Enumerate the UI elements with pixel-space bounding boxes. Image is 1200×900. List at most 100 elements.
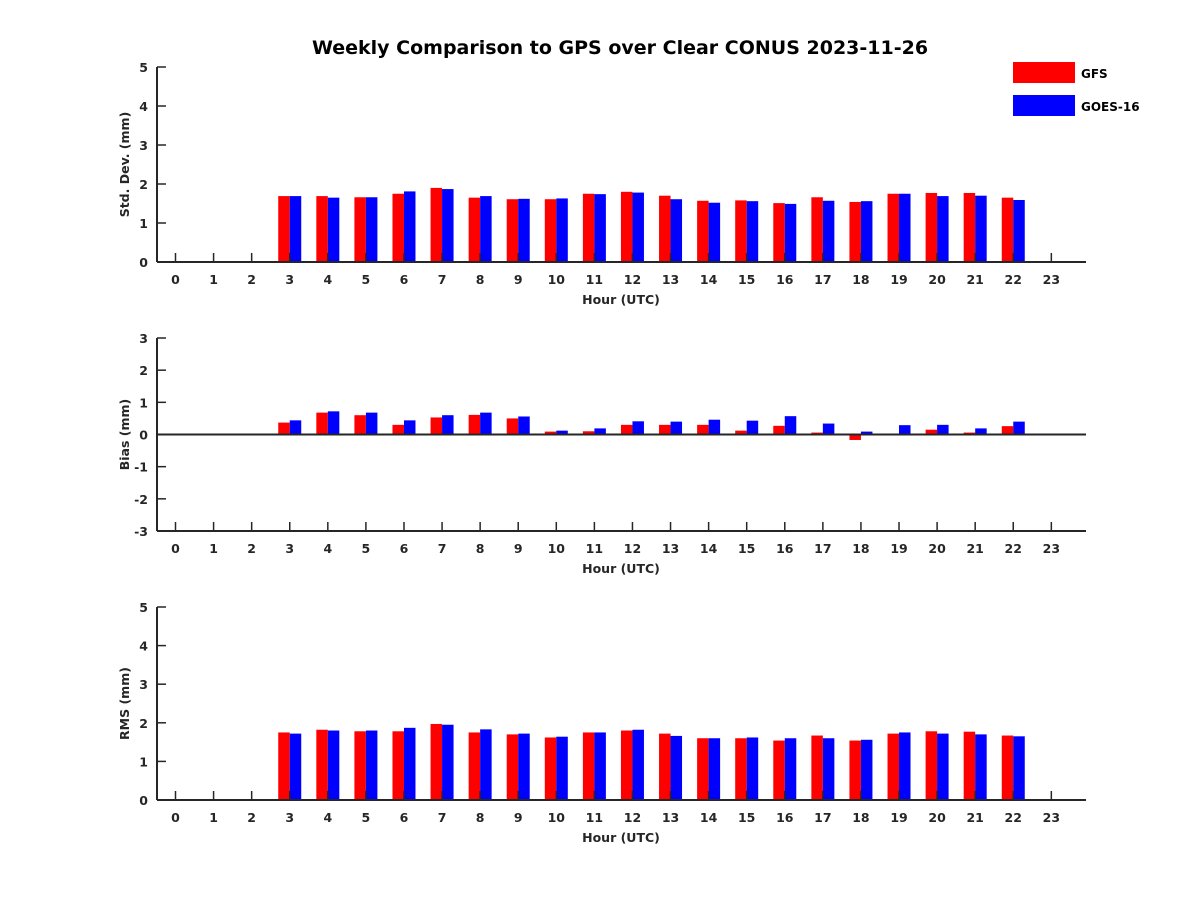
bar-rms-gfs-14 <box>697 738 709 800</box>
x-tick-label-rms-11: 11 <box>586 810 603 825</box>
x-tick-label-rms-23: 23 <box>1043 810 1060 825</box>
bar-bias-goes16-8 <box>480 412 492 435</box>
bar-bias-gfs-10 <box>544 431 557 435</box>
x-tick-label-bias-15: 15 <box>738 541 755 556</box>
x-tick-label-rms-6: 6 <box>400 810 409 825</box>
bar-std-dev-gfs-11 <box>582 193 595 262</box>
bar-std-dev-gfs-12 <box>620 191 633 262</box>
x-tick-label-std-dev-9: 9 <box>514 272 523 287</box>
y-tick-label-std-dev-1: 1 <box>139 216 148 231</box>
bar-rms-goes16-17 <box>822 738 835 800</box>
x-tick-label-rms-17: 17 <box>814 810 831 825</box>
x-tick-label-bias-16: 16 <box>776 541 794 556</box>
x-tick-label-std-dev-0: 0 <box>171 272 180 287</box>
bar-rms-gfs-16 <box>773 740 785 800</box>
y-tick-label-std-dev-0: 0 <box>139 255 148 270</box>
bar-bias-goes16-5 <box>365 412 378 435</box>
bar-rms-goes16-9 <box>518 733 530 800</box>
bar-std-dev-gfs-21 <box>963 192 976 262</box>
x-tick-label-rms-13: 13 <box>662 810 679 825</box>
bar-bias-gfs-11 <box>582 431 595 435</box>
x-tick-label-bias-1: 1 <box>209 541 218 556</box>
bar-rms-gfs-15 <box>735 738 747 800</box>
x-tick-label-rms-14: 14 <box>700 810 718 825</box>
bar-std-dev-goes16-3 <box>289 196 302 262</box>
bar-std-dev-gfs-10 <box>544 199 557 262</box>
bar-rms-gfs-5 <box>354 731 366 800</box>
y-tick-label-bias-1: -2 <box>134 492 148 507</box>
bar-std-dev-goes16-12 <box>632 192 644 262</box>
bar-std-dev-gfs-19 <box>887 193 900 262</box>
bar-rms-gfs-22 <box>1001 735 1014 800</box>
bar-rms-goes16-7 <box>442 724 454 800</box>
bar-bias-goes16-7 <box>442 415 454 435</box>
bar-rms-goes16-16 <box>784 738 797 800</box>
bar-std-dev-gfs-3 <box>278 196 290 262</box>
x-tick-label-bias-21: 21 <box>966 541 983 556</box>
bar-bias-goes16-10 <box>556 430 568 435</box>
x-tick-label-std-dev-19: 19 <box>890 272 907 287</box>
x-tick-label-std-dev-15: 15 <box>738 272 755 287</box>
bar-rms-goes16-19 <box>899 732 911 800</box>
bar-bias-gfs-8 <box>468 414 481 435</box>
x-tick-label-bias-19: 19 <box>890 541 907 556</box>
x-tick-label-std-dev-5: 5 <box>362 272 371 287</box>
x-tick-label-rms-19: 19 <box>890 810 907 825</box>
y-tick-label-rms-4: 4 <box>139 639 148 654</box>
x-tick-label-std-dev-10: 10 <box>548 272 566 287</box>
bar-bias-goes16-14 <box>708 419 721 435</box>
x-tick-label-rms-16: 16 <box>776 810 794 825</box>
y-axis-label-bias: Bias (mm) <box>117 399 132 471</box>
bar-std-dev-goes16-21 <box>975 195 987 262</box>
x-tick-label-rms-15: 15 <box>738 810 755 825</box>
x-axis-label-bias: Hour (UTC) <box>582 561 660 576</box>
y-tick-label-rms-5: 5 <box>139 600 148 615</box>
bar-rms-gfs-18 <box>849 740 861 800</box>
x-tick-label-bias-22: 22 <box>1005 541 1022 556</box>
y-tick-label-bias-5: 2 <box>139 363 148 378</box>
bar-std-dev-gfs-8 <box>468 197 481 262</box>
x-tick-label-std-dev-20: 20 <box>928 272 946 287</box>
x-tick-label-rms-4: 4 <box>323 810 332 825</box>
bar-std-dev-goes16-5 <box>365 197 378 262</box>
bar-std-dev-gfs-7 <box>430 187 443 262</box>
bar-std-dev-goes16-18 <box>860 201 873 262</box>
bar-rms-gfs-12 <box>620 730 633 800</box>
y-tick-label-std-dev-3: 3 <box>139 138 148 153</box>
bar-rms-goes16-14 <box>708 738 721 800</box>
bar-std-dev-goes16-17 <box>822 200 835 262</box>
x-tick-label-std-dev-8: 8 <box>476 272 485 287</box>
x-tick-label-bias-10: 10 <box>548 541 566 556</box>
x-tick-label-std-dev-11: 11 <box>586 272 603 287</box>
x-tick-label-std-dev-14: 14 <box>700 272 718 287</box>
x-tick-label-bias-5: 5 <box>362 541 371 556</box>
bar-bias-gfs-4 <box>316 412 328 435</box>
bar-std-dev-gfs-5 <box>354 197 366 262</box>
x-tick-label-bias-9: 9 <box>514 541 523 556</box>
y-tick-label-bias-2: -1 <box>134 460 148 475</box>
x-tick-label-bias-18: 18 <box>852 541 869 556</box>
x-tick-label-rms-8: 8 <box>476 810 485 825</box>
bar-bias-goes16-16 <box>784 416 797 435</box>
bar-std-dev-goes16-7 <box>442 189 454 262</box>
bar-bias-goes16-15 <box>746 420 759 435</box>
x-tick-label-rms-3: 3 <box>285 810 294 825</box>
x-tick-label-rms-12: 12 <box>624 810 641 825</box>
bar-rms-gfs-9 <box>506 734 519 800</box>
x-axis-label-rms: Hour (UTC) <box>582 830 660 845</box>
x-tick-label-bias-14: 14 <box>700 541 718 556</box>
y-tick-label-rms-1: 1 <box>139 754 148 769</box>
bar-bias-gfs-5 <box>354 415 366 435</box>
bar-std-dev-goes16-13 <box>670 199 683 262</box>
bar-std-dev-gfs-17 <box>811 197 823 262</box>
bar-rms-goes16-20 <box>937 733 949 800</box>
bar-bias-gfs-3 <box>278 422 290 435</box>
bar-bias-goes16-17 <box>822 423 835 435</box>
x-tick-label-std-dev-13: 13 <box>662 272 679 287</box>
bar-rms-gfs-20 <box>925 731 938 800</box>
bar-std-dev-goes16-14 <box>708 202 721 262</box>
x-tick-label-rms-21: 21 <box>966 810 983 825</box>
bar-std-dev-gfs-9 <box>506 199 519 262</box>
